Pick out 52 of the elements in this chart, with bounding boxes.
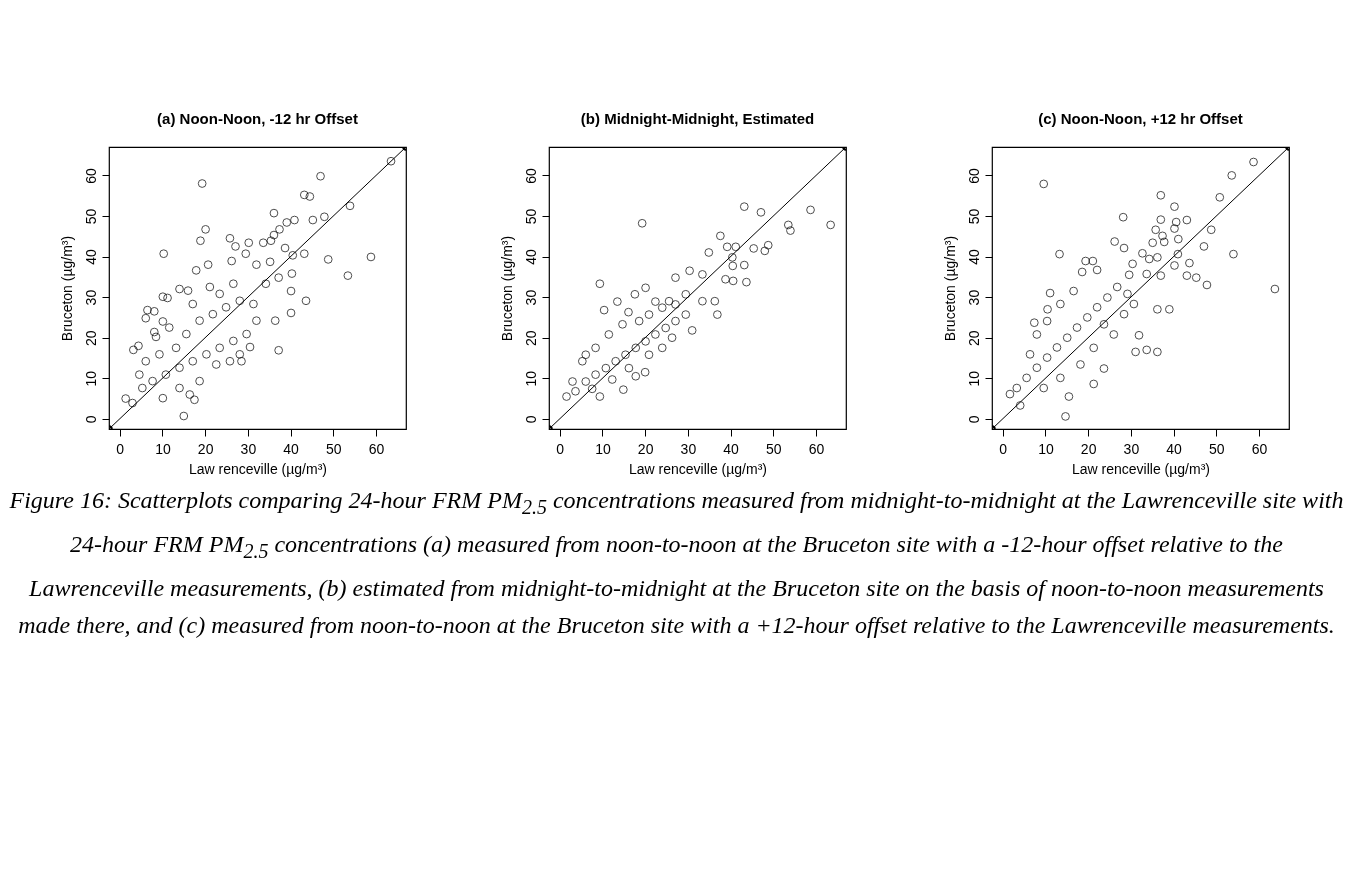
- x-tick-label: 20: [637, 440, 654, 457]
- y-tick-label: 60: [965, 167, 982, 184]
- y-tick-label: 30: [965, 289, 982, 306]
- y-axis-title: Bruceton (µg/m³): [58, 235, 75, 342]
- y-tick-label: 20: [522, 330, 539, 346]
- x-tick-label: 10: [1038, 440, 1054, 457]
- chart-title: (a) Noon-Noon, -12 hr Offset: [157, 110, 358, 127]
- x-tick-label: 30: [1123, 440, 1140, 457]
- x-axis-title: Law renceville (µg/m³): [629, 460, 767, 477]
- chart-title: (c) Noon-Noon, +12 hr Offset: [1038, 110, 1243, 127]
- x-tick-label: 10: [595, 440, 611, 457]
- y-tick-label: 50: [82, 208, 99, 225]
- y-tick-label: 10: [522, 370, 539, 387]
- y-tick-label: 30: [82, 289, 99, 306]
- x-tick-label: 60: [1251, 440, 1268, 457]
- x-tick-label: 50: [1209, 440, 1225, 457]
- x-tick-label: 0: [556, 440, 565, 457]
- x-tick-label: 0: [116, 440, 125, 457]
- x-tick-label: 0: [999, 440, 1008, 457]
- y-tick-label: 40: [965, 249, 982, 265]
- x-tick-label: 40: [723, 440, 740, 457]
- x-tick-label: 40: [1166, 440, 1183, 457]
- x-tick-label: 50: [766, 440, 782, 457]
- x-tick-label: 10: [155, 440, 171, 457]
- y-tick-label: 50: [965, 208, 982, 225]
- text: Figure 16: Scatterplots comparing 24-hour FRM PM$_{2.5}$ concentrations measured from midnight-to-midnight at the Lawrenceville site with 24-hour FRM PM$_{2.5}$ concentrations (a) measured from noon-to-noon at the Bruceton site with a -12-hour offset relative to the Lawrenceville measurements, (b) estimated from midnight-to-midnight at the Bruceton site on the basis of noon-to-noon measurements made there, and (c) measured from noon-to-noon at the Bruceton site with a +12-hour offset relative to the Lawrenceville measurements.: [9, 487, 1344, 638]
- y-tick-label: 60: [82, 167, 99, 184]
- y-tick-label: 50: [522, 208, 539, 225]
- y-tick-label: 20: [965, 330, 982, 346]
- y-tick-label: 30: [522, 289, 539, 306]
- y-tick-label: 60: [522, 167, 539, 184]
- y-tick-label: 0: [82, 415, 99, 424]
- x-tick-label: 30: [240, 440, 257, 457]
- y-axis-title: Bruceton (µg/m³): [941, 235, 958, 342]
- y-tick-label: 10: [82, 370, 99, 387]
- chart-title: (b) Midnight-Midnight, Estimated: [580, 110, 815, 127]
- x-tick-label: 20: [197, 440, 214, 457]
- y-tick-label: 40: [82, 249, 99, 265]
- y-tick-label: 0: [965, 415, 982, 424]
- y-axis-title: Bruceton (µg/m³): [498, 235, 515, 342]
- x-tick-label: 20: [1080, 440, 1097, 457]
- x-tick-label: 40: [283, 440, 300, 457]
- y-tick-label: 40: [522, 249, 539, 265]
- x-axis-title: Law renceville (µg/m³): [189, 460, 327, 477]
- x-tick-label: 60: [368, 440, 385, 457]
- x-axis-title: Law renceville (µg/m³): [1072, 460, 1210, 477]
- y-tick-label: 20: [82, 330, 99, 346]
- y-tick-label: 0: [522, 415, 539, 424]
- x-tick-label: 50: [326, 440, 342, 457]
- y-tick-label: 10: [965, 370, 982, 387]
- x-tick-label: 30: [680, 440, 697, 457]
- x-tick-label: 60: [808, 440, 825, 457]
